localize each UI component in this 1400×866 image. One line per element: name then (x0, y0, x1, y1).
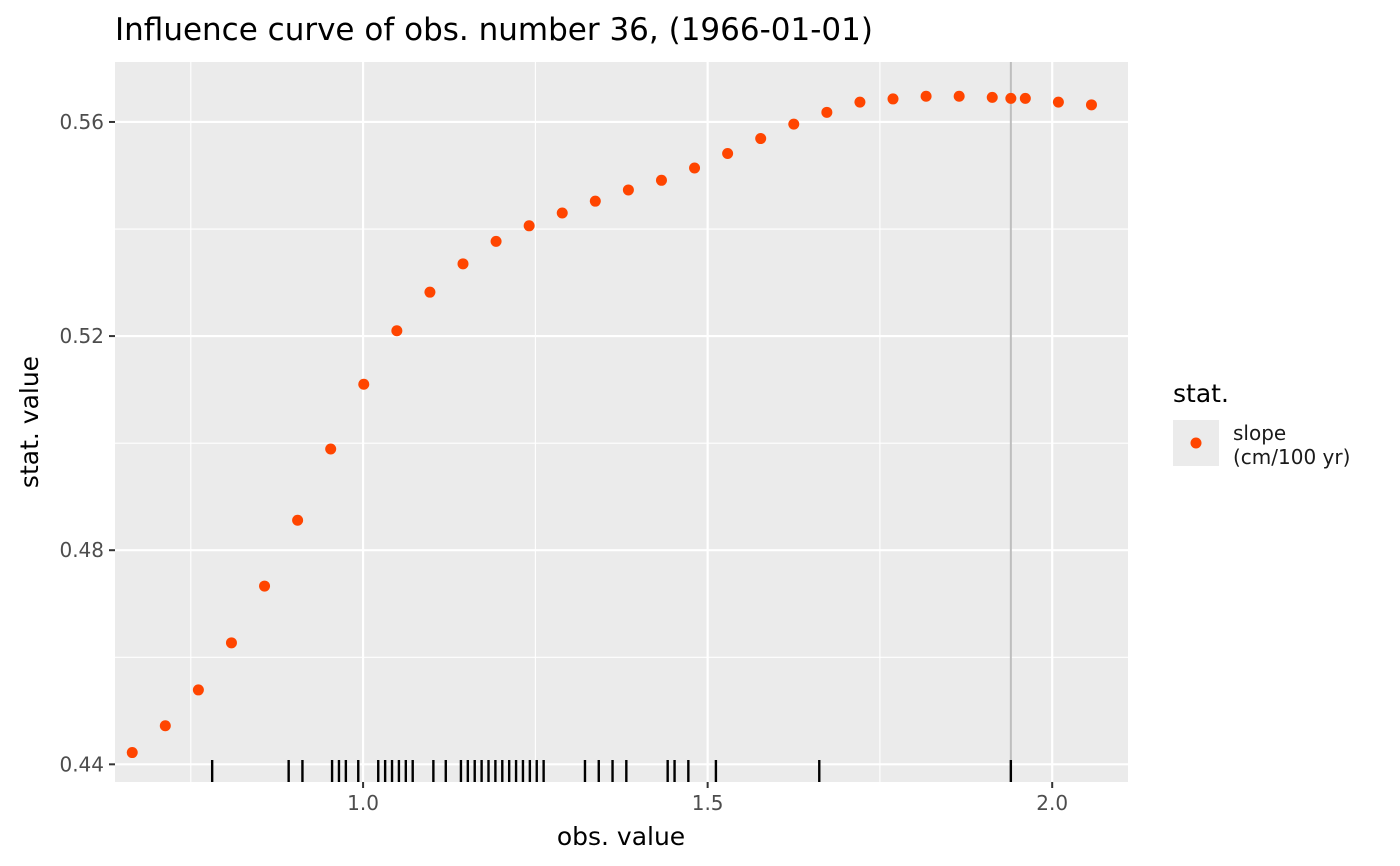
data-point (1005, 92, 1017, 104)
y-tick-label: 0.52 (59, 324, 104, 348)
data-point (523, 220, 535, 232)
data-point (556, 207, 568, 219)
data-point (192, 684, 204, 696)
y-tick-label: 0.48 (59, 538, 104, 562)
rug-marks (210, 760, 1013, 782)
data-point (259, 580, 271, 592)
data-point (854, 96, 866, 108)
data-point (622, 184, 634, 196)
data-point (292, 514, 304, 526)
data-point (159, 720, 171, 732)
plot-panel (115, 62, 1128, 782)
data-point (755, 133, 767, 145)
y-axis: 0.44 0.48 0.52 0.56 (59, 110, 115, 776)
data-point (887, 93, 899, 105)
data-point (325, 443, 337, 455)
data-point (490, 235, 502, 247)
data-points (126, 90, 1097, 759)
chart-title: Influence curve of obs. number 36, (1966… (115, 12, 873, 48)
minor-gridlines (115, 62, 1128, 782)
data-point (457, 258, 469, 270)
data-point (1052, 96, 1064, 108)
data-point (126, 747, 138, 759)
data-point (358, 378, 370, 390)
major-gridlines (115, 62, 1128, 782)
x-tick-label: 2.0 (1036, 791, 1068, 815)
data-point (689, 162, 701, 174)
y-tick-label: 0.44 (59, 752, 104, 776)
x-axis-title: obs. value (557, 822, 685, 851)
legend-label: slope (cm/100 yr) (1233, 421, 1350, 469)
x-axis: 1.0 1.5 2.0 (347, 782, 1068, 815)
data-point (655, 174, 667, 186)
data-point (953, 90, 965, 102)
data-point (424, 286, 436, 298)
data-point (821, 106, 833, 118)
data-point (788, 118, 800, 130)
legend-key-point (1190, 437, 1202, 449)
data-point (920, 90, 932, 102)
data-point (391, 325, 403, 337)
data-point (1085, 99, 1097, 111)
legend-label-line-1: slope (1233, 421, 1286, 445)
data-point (225, 637, 237, 649)
data-point (722, 148, 734, 160)
y-tick-label: 0.56 (59, 110, 104, 134)
data-point (986, 91, 998, 103)
x-tick-label: 1.0 (347, 791, 379, 815)
y-axis-title: stat. value (15, 356, 44, 488)
legend-label-line-2: (cm/100 yr) (1233, 445, 1350, 469)
legend-title: stat. (1173, 379, 1229, 408)
data-point (589, 195, 601, 207)
x-tick-label: 1.5 (692, 791, 724, 815)
data-point (1019, 92, 1031, 104)
legend: stat. slope (cm/100 yr) (1173, 379, 1350, 469)
